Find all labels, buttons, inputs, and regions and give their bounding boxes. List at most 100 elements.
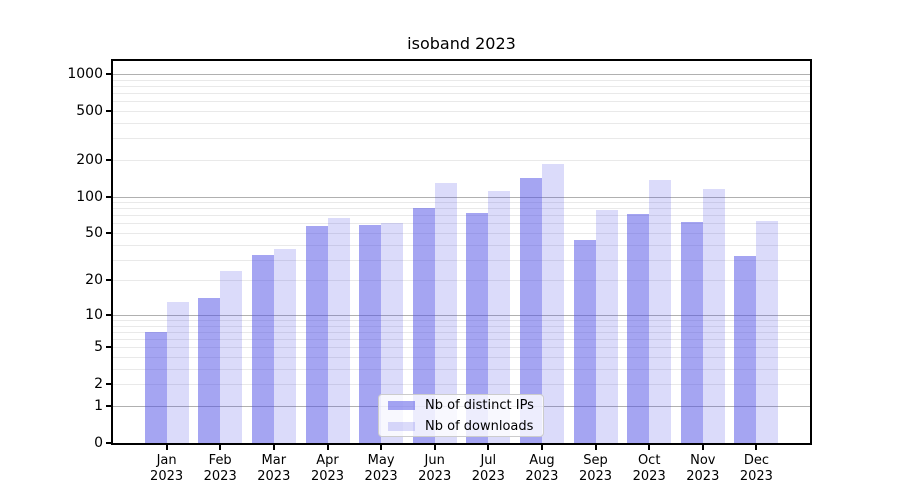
bar-downloads-feb	[220, 271, 243, 443]
y-tick-mark	[106, 232, 111, 234]
bars-layer	[113, 61, 810, 443]
plot-area: Nb of distinct IPs Nb of downloads	[111, 59, 812, 445]
bar-distinct-ips-sep	[573, 239, 596, 443]
minor-gridline	[113, 223, 810, 225]
x-tick-mark	[165, 445, 168, 450]
bar-distinct-ips-apr	[305, 226, 328, 443]
minor-gridline	[113, 320, 810, 321]
x-tick-label-mar: Mar 2023	[229, 453, 319, 485]
minor-gridline	[113, 208, 810, 210]
x-tick-label-jan: Jan 2023	[122, 453, 212, 485]
legend-item-downloads: Nb of downloads	[388, 417, 543, 435]
x-tick-year: 2023	[203, 469, 237, 484]
x-tick-month: Jan	[156, 453, 177, 468]
x-tick-month: Aug	[529, 453, 555, 468]
minor-gridline	[113, 339, 810, 341]
y-tick-mark	[106, 346, 111, 349]
x-tick-month: Mar	[261, 453, 287, 468]
x-tick-label-feb: Feb 2023	[175, 453, 265, 485]
minor-gridline	[113, 215, 810, 217]
bar-distinct-ips-jul	[466, 213, 489, 443]
y-tick-label: 100	[76, 188, 103, 205]
y-tick-label: 20	[85, 272, 103, 289]
y-tick-mark	[106, 109, 111, 112]
legend-label-distinct-ips: Nb of distinct IPs	[425, 397, 534, 413]
bar-downloads-nov	[702, 188, 725, 443]
x-tick-mark	[380, 445, 383, 450]
bar-downloads-may	[381, 223, 404, 443]
x-tick-month: Dec	[743, 453, 769, 468]
bar-distinct-ips-may	[359, 225, 382, 443]
minor-gridline	[113, 110, 810, 112]
minor-gridline	[113, 347, 810, 349]
x-tick-label-oct: Oct 2023	[604, 453, 694, 485]
x-tick-mark	[219, 445, 222, 450]
y-tick-mark	[106, 72, 111, 75]
minor-gridline	[113, 85, 810, 87]
legend: Nb of distinct IPs Nb of downloads	[378, 394, 544, 437]
bar-downloads-jan	[166, 302, 189, 443]
minor-gridline	[113, 368, 810, 370]
y-tick-mark	[106, 158, 111, 161]
x-tick-month: Sep	[583, 453, 608, 468]
y-tick-label: 50	[85, 225, 103, 241]
y-tick-label: 200	[76, 151, 103, 168]
minor-gridline	[113, 325, 810, 327]
y-tick-label: 2	[94, 376, 103, 393]
x-tick-year: 2023	[364, 469, 398, 484]
legend-item-distinct-ips: Nb of distinct IPs	[388, 396, 543, 414]
x-tick-mark	[487, 445, 490, 450]
x-tick-label-dec: Dec 2023	[711, 453, 801, 485]
x-tick-label-nov: Nov 2023	[658, 453, 748, 485]
x-tick-year: 2023	[578, 469, 613, 484]
y-tick-mark	[106, 405, 111, 407]
x-tick-year: 2023	[257, 469, 291, 484]
y-tick-mark	[106, 279, 111, 282]
x-tick-mark	[755, 445, 758, 450]
x-tick-year: 2023	[632, 469, 666, 484]
bar-distinct-ips-dec	[734, 256, 757, 443]
y-tick-label: 1	[94, 398, 103, 414]
x-tick-mark	[272, 445, 275, 450]
y-tick-label: 1000	[67, 65, 103, 82]
minor-gridline	[113, 357, 810, 358]
x-tick-label-apr: Apr 2023	[283, 453, 373, 485]
minor-gridline	[113, 202, 810, 203]
bar-distinct-ips-aug	[519, 177, 542, 443]
minor-gridline	[113, 244, 810, 246]
minor-gridline	[113, 384, 810, 386]
minor-gridline	[113, 79, 810, 81]
x-tick-month: Jun	[424, 453, 445, 468]
bar-distinct-ips-jun	[412, 208, 435, 443]
bar-downloads-jun	[434, 182, 457, 443]
legend-label-downloads: Nb of downloads	[425, 418, 534, 434]
minor-gridline	[113, 138, 810, 140]
x-tick-label-jul: Jul 2023	[443, 453, 533, 485]
legend-swatch-downloads	[388, 421, 415, 431]
x-tick-mark	[433, 445, 436, 450]
minor-gridline	[113, 93, 810, 94]
bar-downloads-sep	[595, 209, 618, 443]
bar-distinct-ips-nov	[680, 221, 703, 443]
x-tick-month: Apr	[316, 453, 339, 468]
y-tick-mark	[106, 195, 111, 198]
chart-title: isoband 2023	[407, 34, 516, 53]
x-tick-year: 2023	[525, 469, 559, 484]
minor-gridline	[113, 233, 810, 234]
minor-gridline	[113, 122, 810, 124]
x-tick-mark	[701, 445, 704, 450]
x-tick-mark	[594, 445, 597, 450]
y-tick-label: 5	[94, 339, 103, 356]
y-tick-mark	[106, 442, 111, 444]
x-tick-label-may: May 2023	[336, 453, 426, 485]
x-tick-mark	[540, 445, 543, 450]
x-tick-mark	[648, 445, 651, 450]
bar-downloads-apr	[327, 217, 350, 443]
x-tick-year: 2023	[150, 469, 184, 484]
x-tick-month: Nov	[690, 453, 716, 468]
minor-gridline	[113, 331, 810, 333]
major-gridline	[113, 196, 810, 198]
x-tick-label-aug: Aug 2023	[497, 453, 587, 485]
y-tick-label: 10	[85, 306, 103, 323]
